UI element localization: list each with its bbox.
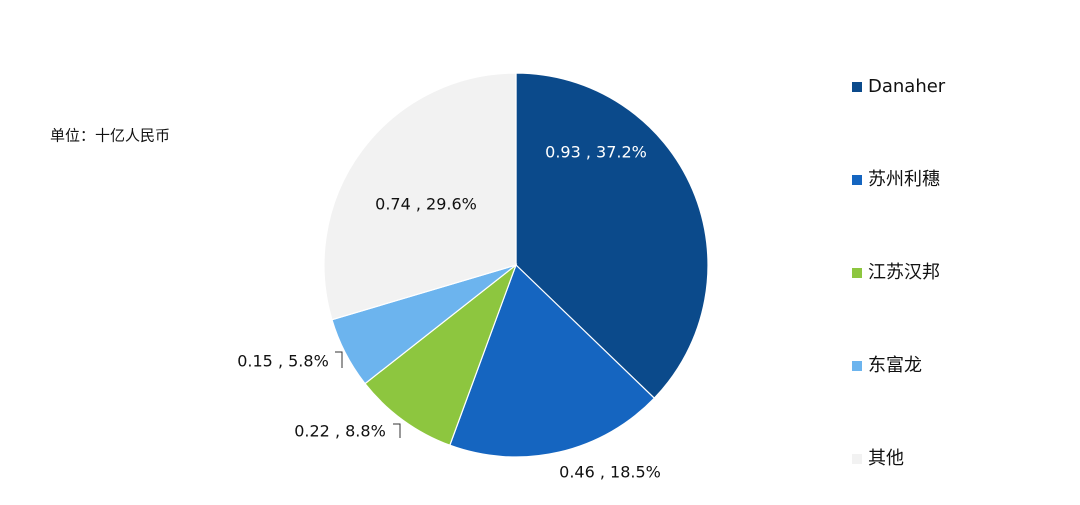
data-label: 0.15 , 5.8% bbox=[237, 352, 329, 371]
legend-swatch bbox=[852, 268, 862, 278]
legend-swatch bbox=[852, 175, 862, 185]
legend-label: 江苏汉邦 bbox=[868, 262, 940, 283]
leader-line bbox=[393, 423, 401, 438]
data-label: 0.74 , 29.6% bbox=[375, 195, 477, 214]
pie-slice bbox=[515, 72, 709, 400]
subtitle: 单位：十亿人民币 bbox=[50, 127, 170, 145]
data-label: 0.46 , 18.5% bbox=[559, 463, 661, 482]
legend-swatch bbox=[852, 454, 862, 464]
data-label: 0.22 , 8.8% bbox=[294, 422, 386, 441]
legend-label: 苏州利穗 bbox=[868, 169, 940, 190]
pie-slice bbox=[323, 72, 517, 321]
legend-swatch bbox=[852, 361, 862, 371]
leader-line bbox=[335, 351, 343, 368]
pie-slice bbox=[364, 263, 518, 447]
pie-slice bbox=[449, 263, 656, 458]
legend-label: 其他 bbox=[868, 448, 904, 469]
legend-label: Danaher bbox=[868, 76, 946, 97]
legend-label: 东富龙 bbox=[868, 355, 922, 376]
data-label: 0.93 , 37.2% bbox=[545, 143, 647, 162]
legend-swatch bbox=[852, 82, 862, 92]
